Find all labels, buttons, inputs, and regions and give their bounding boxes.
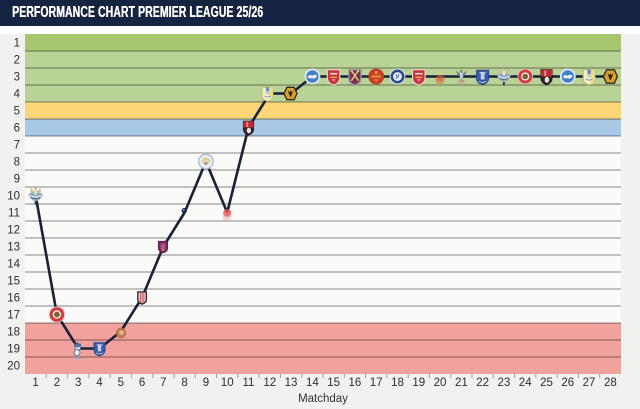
svg-text:21: 21: [455, 377, 468, 389]
svg-text:4: 4: [96, 377, 103, 389]
svg-text:27: 27: [583, 377, 596, 389]
svg-text:15: 15: [327, 377, 340, 389]
svg-text:4: 4: [14, 89, 21, 101]
svg-text:16: 16: [349, 377, 362, 389]
svg-text:14: 14: [306, 377, 319, 389]
svg-text:13: 13: [7, 242, 20, 254]
svg-text:15: 15: [7, 276, 20, 288]
svg-text:10: 10: [221, 377, 234, 389]
svg-text:20: 20: [7, 361, 20, 373]
svg-text:13: 13: [285, 377, 298, 389]
svg-text:6: 6: [14, 123, 20, 135]
svg-text:7: 7: [14, 140, 20, 152]
svg-text:28: 28: [604, 377, 617, 389]
svg-text:18: 18: [391, 377, 404, 389]
svg-text:3: 3: [14, 72, 20, 84]
svg-text:7: 7: [160, 377, 166, 389]
svg-text:23: 23: [498, 377, 511, 389]
svg-text:5: 5: [118, 377, 124, 389]
svg-text:12: 12: [7, 225, 20, 237]
svg-text:3: 3: [75, 377, 81, 389]
svg-text:Matchday: Matchday: [298, 393, 348, 405]
svg-text:10: 10: [7, 191, 20, 203]
svg-text:17: 17: [370, 377, 383, 389]
svg-text:11: 11: [243, 377, 255, 389]
svg-text:17: 17: [7, 310, 20, 322]
svg-text:19: 19: [412, 377, 425, 389]
svg-text:18: 18: [7, 327, 20, 339]
svg-text:2: 2: [54, 377, 60, 389]
svg-text:22: 22: [476, 377, 489, 389]
svg-text:2: 2: [14, 55, 20, 67]
svg-text:24: 24: [519, 377, 532, 389]
svg-text:1: 1: [14, 38, 20, 50]
svg-text:9: 9: [203, 377, 209, 389]
svg-text:5: 5: [14, 106, 20, 118]
svg-text:26: 26: [561, 377, 574, 389]
svg-text:20: 20: [434, 377, 447, 389]
svg-text:6: 6: [139, 377, 145, 389]
svg-text:19: 19: [7, 344, 20, 356]
svg-text:11: 11: [8, 208, 20, 220]
svg-text:1: 1: [32, 377, 38, 389]
svg-text:14: 14: [7, 259, 20, 271]
svg-text:8: 8: [181, 377, 187, 389]
svg-text:25: 25: [540, 377, 553, 389]
svg-text:16: 16: [7, 293, 20, 305]
svg-text:12: 12: [263, 377, 276, 389]
svg-text:8: 8: [14, 157, 20, 169]
svg-text:9: 9: [14, 174, 20, 186]
